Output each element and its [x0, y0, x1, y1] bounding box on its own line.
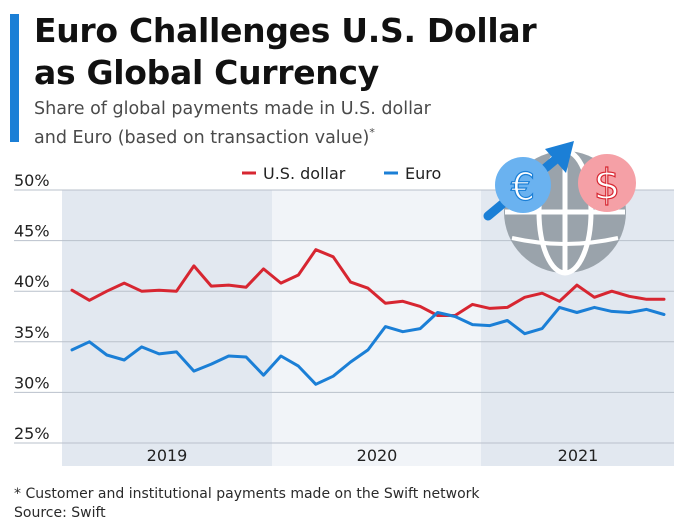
- subtitle-footnote-mark: *: [369, 126, 375, 139]
- series-lines: [70, 248, 666, 386]
- title-line-2: as Global Currency: [34, 53, 379, 92]
- dollar-coin-icon: [578, 154, 636, 212]
- subtitle: Share of global payments made in U.S. do…: [34, 98, 594, 150]
- series-line-usd: [70, 248, 666, 317]
- gridlines: [14, 189, 674, 444]
- accent-bar: [10, 14, 19, 142]
- legend-label-usd: U.S. dollar: [263, 164, 346, 183]
- globe-parallel: [511, 236, 619, 246]
- x-tick-label: 2021: [558, 446, 599, 465]
- subtitle-line-2: and Euro (based on transaction value)*: [34, 121, 594, 150]
- y-tick-label: 40%: [14, 272, 50, 291]
- y-tick-label: 25%: [14, 424, 50, 443]
- series-line-euro: [70, 305, 666, 386]
- subtitle-line-1: Share of global payments made in U.S. do…: [34, 99, 431, 119]
- y-tick-label: 45%: [14, 222, 50, 241]
- page-title: Euro Challenges U.S. Dollar as Global Cu…: [34, 10, 674, 94]
- y-axis-labels: 50% 45% 40% 35% 30% 25%: [14, 171, 50, 443]
- x-axis-year-labels: 2019 2020 2021: [147, 446, 599, 465]
- footnote: * Customer and institutional payments ma…: [14, 485, 674, 523]
- x-tick-label: 2020: [357, 446, 398, 465]
- title-line-1: Euro Challenges U.S. Dollar: [34, 11, 537, 50]
- y-tick-label: 35%: [14, 323, 50, 342]
- globe-currency-illustration: € $: [483, 141, 636, 276]
- dollar-symbol-icon: $: [594, 160, 621, 209]
- x-tick-label: 2019: [147, 446, 188, 465]
- y-tick-label: 50%: [14, 171, 50, 190]
- legend: U.S. dollar Euro: [242, 164, 441, 183]
- euro-symbol-icon: €: [511, 165, 535, 209]
- y-tick-label: 30%: [14, 373, 50, 392]
- subtitle-line-2-text: and Euro (based on transaction value): [34, 127, 370, 148]
- arrow-head-icon: [545, 141, 574, 173]
- legend-label-euro: Euro: [405, 164, 441, 183]
- source-text: Source: Swift: [14, 505, 106, 521]
- footnote-text: * Customer and institutional payments ma…: [14, 486, 480, 502]
- euro-coin-icon: [495, 157, 551, 213]
- year-band-2019: [62, 190, 272, 466]
